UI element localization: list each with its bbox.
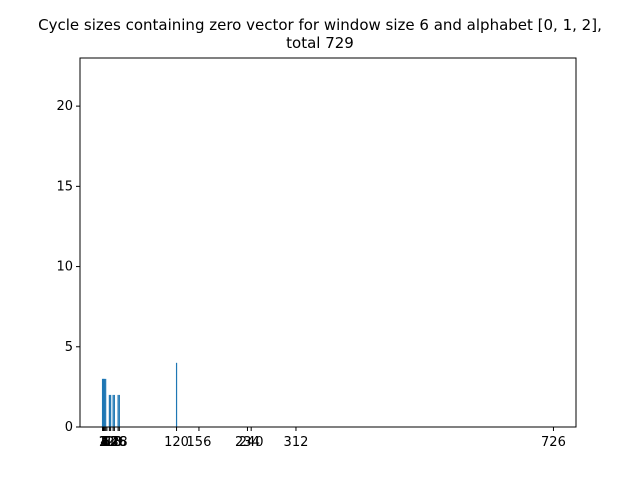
bar — [103, 378, 105, 427]
x-tick-label: 8 — [103, 435, 111, 450]
x-tick-label: 4 — [100, 435, 108, 450]
x-tick-label: 120 — [164, 435, 189, 450]
chart-subtitle: total 729 — [286, 34, 354, 52]
x-tick-label: 240 — [239, 435, 264, 450]
x-tick-label: 2 — [99, 435, 107, 450]
bar — [108, 394, 110, 427]
bar — [102, 378, 104, 427]
x-tick-label: 26 — [110, 435, 127, 450]
y-tick-label: 20 — [56, 99, 73, 114]
y-tick-label: 10 — [56, 260, 73, 275]
bar — [118, 394, 120, 427]
bar — [112, 394, 114, 427]
x-tick-label: 20 — [106, 435, 123, 450]
y-tick-label: 5 — [65, 340, 73, 355]
bar — [103, 378, 106, 427]
bar — [101, 378, 104, 427]
x-tick-label: 28 — [111, 435, 128, 450]
x-tick-label: 12 — [101, 435, 118, 450]
bar — [105, 378, 107, 427]
x-tick-label: 1 — [98, 435, 106, 450]
bar — [113, 394, 115, 427]
chart-title: Cycle sizes containing zero vector for w… — [38, 16, 602, 34]
x-tick-label: 6 — [102, 435, 110, 450]
bar — [117, 394, 119, 427]
x-tick-label: 18 — [105, 435, 122, 450]
x-tick-label: 234 — [235, 435, 260, 450]
x-tick-label: 14 — [102, 435, 119, 450]
bar — [175, 362, 178, 427]
y-tick-label: 15 — [56, 179, 73, 194]
x-tick-label: 312 — [284, 435, 309, 450]
bar — [110, 394, 112, 427]
x-tick-label: 726 — [541, 435, 566, 450]
x-tick-label: 156 — [187, 435, 212, 450]
axes-frame — [79, 57, 577, 428]
y-tick-label: 0 — [65, 420, 73, 435]
x-tick-label: 3 — [100, 435, 108, 450]
